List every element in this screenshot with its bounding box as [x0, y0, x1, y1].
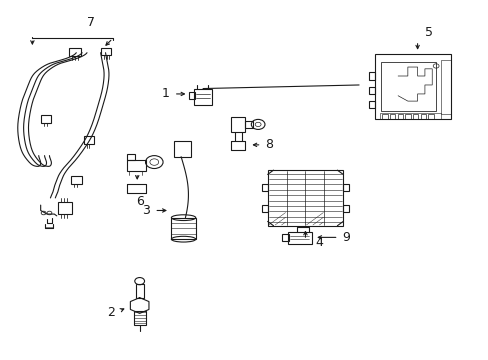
Bar	[194, 89, 211, 105]
Text: 3: 3	[142, 204, 150, 217]
Bar	[440, 60, 449, 114]
Bar	[288, 232, 311, 244]
Text: 1: 1	[162, 87, 169, 100]
Bar	[245, 121, 252, 128]
Bar	[368, 87, 374, 94]
Bar	[71, 176, 82, 184]
Bar	[58, 202, 72, 214]
Bar	[101, 48, 111, 55]
Bar	[380, 62, 435, 111]
Bar	[173, 140, 190, 157]
Text: 4: 4	[315, 237, 323, 249]
Bar	[389, 114, 394, 119]
Bar	[267, 170, 343, 226]
Bar	[368, 101, 374, 108]
Text: 6: 6	[136, 195, 143, 208]
Bar	[281, 234, 289, 241]
Bar	[374, 54, 449, 119]
Bar	[171, 218, 195, 239]
Bar	[230, 117, 245, 132]
Text: 8: 8	[265, 138, 273, 151]
Bar	[189, 92, 195, 99]
Bar	[343, 184, 348, 191]
Bar	[127, 154, 135, 160]
Bar	[136, 284, 143, 298]
Text: 5: 5	[424, 26, 432, 40]
Bar	[405, 114, 410, 119]
Bar	[412, 114, 417, 119]
Bar	[420, 114, 425, 119]
Bar	[41, 115, 51, 123]
Bar	[127, 160, 146, 171]
Bar	[83, 136, 94, 144]
Bar	[397, 114, 402, 119]
Bar	[134, 311, 145, 325]
Bar	[427, 114, 433, 119]
Bar	[379, 113, 440, 119]
Text: 7: 7	[87, 17, 95, 30]
Text: 2: 2	[107, 306, 115, 319]
Bar	[261, 205, 267, 212]
Text: 9: 9	[342, 231, 350, 244]
Bar	[382, 114, 387, 119]
Bar	[368, 72, 374, 80]
Bar	[343, 205, 348, 212]
Bar	[69, 48, 81, 56]
Bar	[261, 184, 267, 191]
